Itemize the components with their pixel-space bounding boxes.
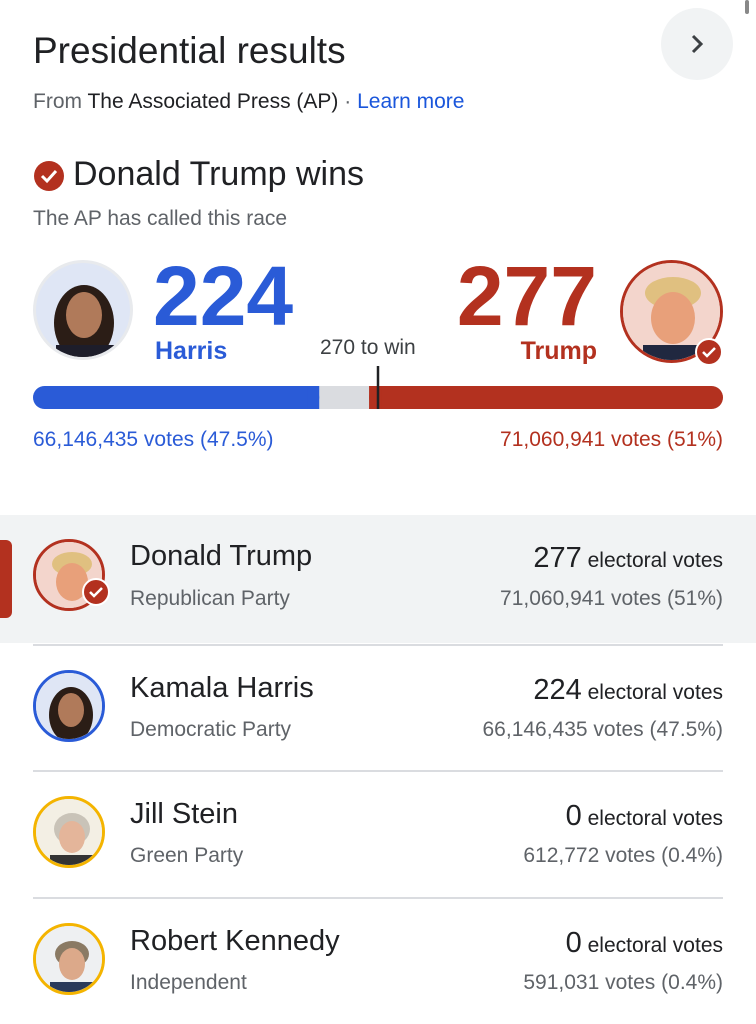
electoral-label: electoral votes [587, 681, 723, 704]
avatar [33, 923, 105, 995]
left-votes: 66,146,435 votes (47.5%) [33, 428, 274, 451]
right-bar [369, 386, 723, 409]
right-bar-fill [369, 386, 382, 409]
electoral-count: 277 [533, 542, 582, 574]
electoral-label: electoral votes [587, 807, 723, 830]
trump-check [695, 338, 723, 366]
electoral-votes: 277 electoral votes [533, 542, 723, 575]
candidate-row[interactable]: Kamala Harris Democratic Party 224 elect… [0, 646, 756, 771]
title: Presidential results [33, 30, 346, 71]
candidate-party: Green Party [130, 844, 244, 867]
candidate-party: Republican Party [130, 587, 290, 610]
avatar [33, 796, 105, 868]
winner-check [34, 161, 64, 191]
candidate-name: Robert Kennedy [130, 925, 340, 957]
scrollbar [745, 0, 749, 14]
selected-accent [0, 540, 12, 618]
tally-bar [33, 366, 723, 409]
source-prefix: From [33, 90, 82, 113]
popular-votes: 66,146,435 votes (47.5%) [482, 718, 724, 741]
threshold-label: 270 to win [320, 336, 416, 359]
left-bar-fill [307, 386, 320, 409]
candidate-row[interactable]: Donald Trump Republican Party 277 electo… [0, 515, 756, 643]
left-bar [33, 386, 320, 409]
learn-more-link[interactable]: Learn more [357, 90, 465, 113]
electoral-count: 0 [565, 927, 582, 959]
electoral-votes: 0 electoral votes [566, 800, 723, 833]
source-link[interactable]: The Associated Press (AP) [87, 90, 339, 113]
avatar [33, 539, 105, 611]
trump-avatar [620, 260, 723, 363]
source-line: From The Associated Press (AP) · Learn m… [33, 90, 464, 114]
avatar [33, 670, 105, 742]
electoral-label: electoral votes [587, 934, 723, 957]
electoral-votes: 224 electoral votes [533, 674, 723, 707]
popular-votes: 71,060,941 votes (51%) [500, 587, 723, 610]
electoral-votes: 0 electoral votes [566, 927, 723, 960]
candidate-row[interactable]: Jill Stein Green Party 0 electoral votes… [0, 772, 756, 897]
electoral-count: 224 [533, 674, 582, 706]
separator [33, 770, 723, 772]
right-votes: 71,060,941 votes (51%) [500, 428, 723, 451]
chevron-icon [691, 34, 704, 54]
winner-headline: Donald Trump wins [73, 155, 365, 193]
candidate-party: Democratic Party [130, 718, 292, 741]
electoral-label: electoral votes [587, 549, 723, 572]
next-button[interactable] [661, 8, 733, 80]
right-name: Trump [520, 337, 597, 365]
separator [33, 644, 723, 646]
popular-votes: 591,031 votes (0.4%) [523, 971, 723, 994]
right-electoral: 277 [456, 249, 597, 343]
candidate-name: Donald Trump [130, 540, 313, 572]
harris-avatar [33, 260, 133, 360]
separator [33, 897, 723, 899]
left-name: Harris [155, 337, 228, 365]
candidate-name: Kamala Harris [130, 672, 314, 704]
winner-subtitle: The AP has called this race [33, 207, 288, 230]
candidate-row[interactable]: Robert Kennedy Independent 0 electoral v… [0, 899, 756, 1024]
candidate-name: Jill Stein [130, 798, 238, 830]
winner-badge [82, 578, 110, 606]
electoral-count: 0 [565, 800, 582, 832]
popular-votes: 612,772 votes (0.4%) [523, 844, 723, 867]
candidate-party: Independent [130, 971, 247, 994]
separator: · [344, 90, 352, 113]
left-electoral: 224 [153, 249, 294, 343]
